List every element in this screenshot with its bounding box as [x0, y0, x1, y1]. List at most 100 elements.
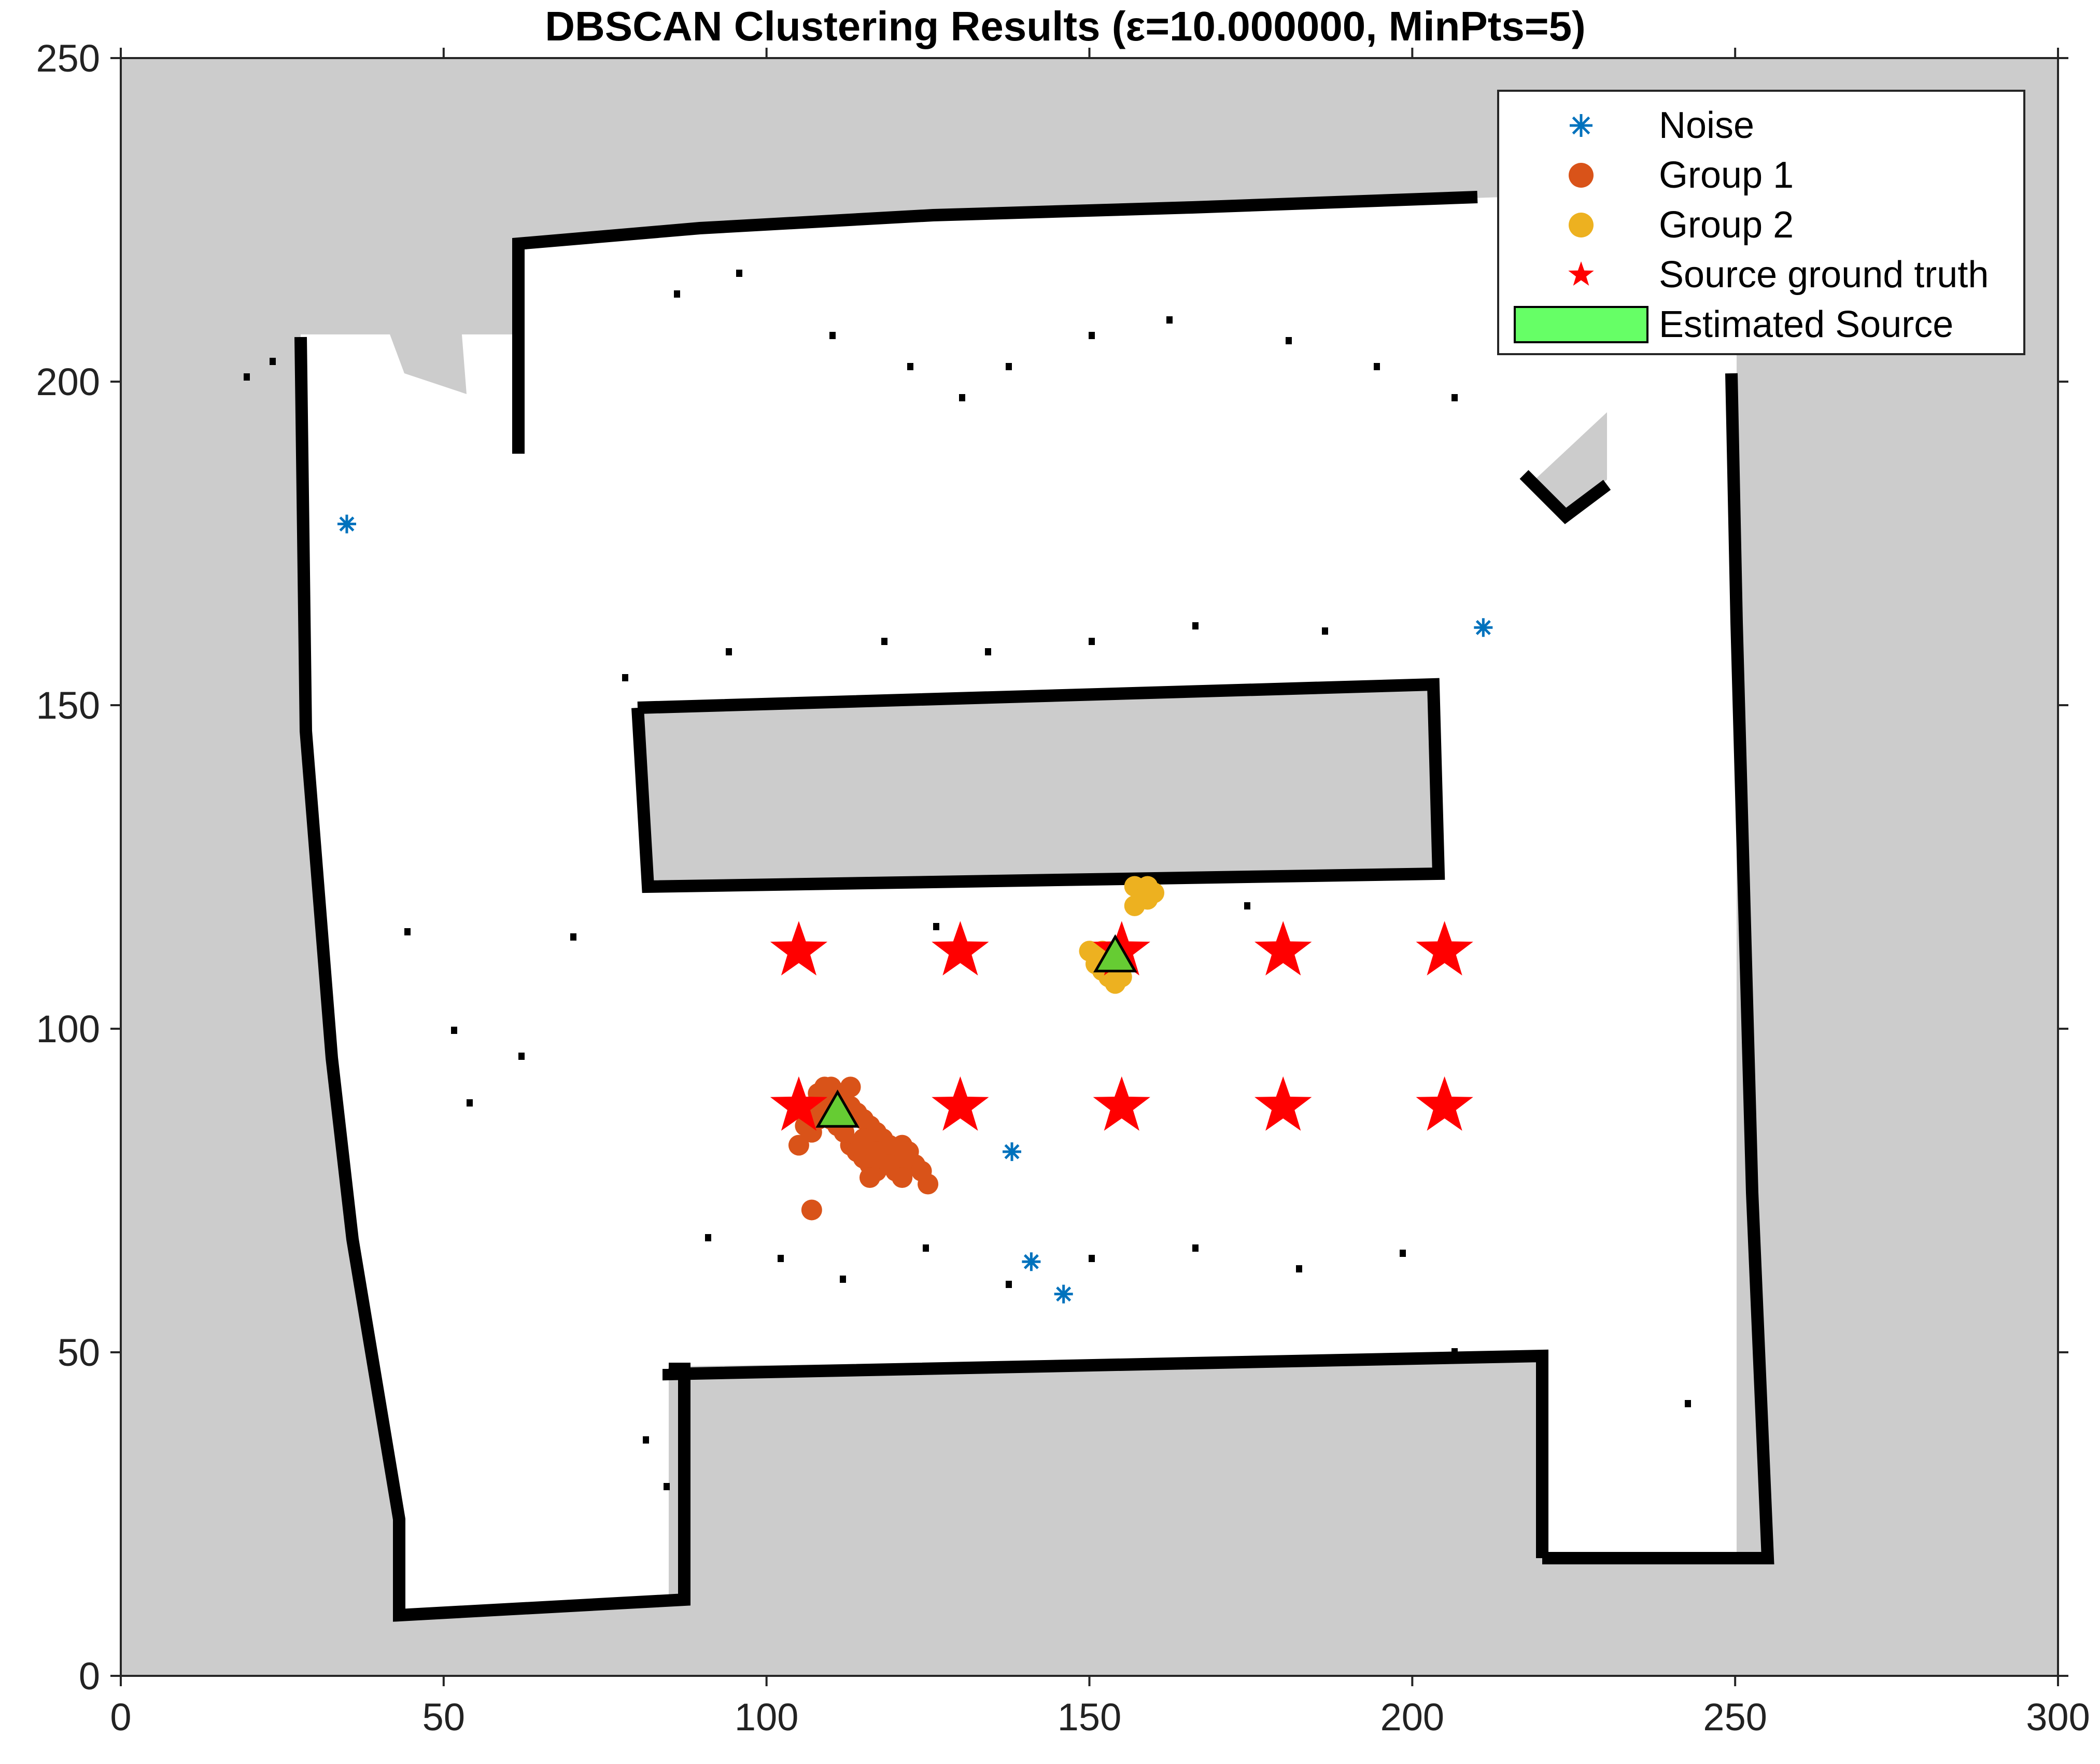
cluster-point	[898, 1141, 919, 1163]
map-speck	[518, 1053, 525, 1060]
legend-noise-icon	[1570, 114, 1592, 137]
x-tick-label: 300	[2026, 1696, 2090, 1739]
map-wall-right	[1542, 373, 1774, 1564]
estimated-source-marker	[1093, 934, 1137, 973]
source-star	[770, 1076, 828, 1131]
legend-circle-icon	[1569, 213, 1594, 237]
map-speck	[1006, 1281, 1012, 1288]
map-speck	[933, 923, 939, 930]
source-star	[1093, 1076, 1150, 1131]
source-star	[770, 921, 828, 976]
legend-label: Estimated Source	[1659, 304, 1953, 345]
source-star	[1255, 1076, 1312, 1131]
noise-point	[337, 514, 356, 534]
data-marks	[337, 514, 1493, 1304]
cluster-point	[859, 1167, 880, 1188]
map-speck	[829, 332, 836, 339]
map-speck	[643, 1436, 649, 1444]
y-tick-label: 100	[36, 1007, 100, 1051]
map-wall-diamond	[1519, 470, 1611, 524]
map-speck	[1286, 337, 1292, 344]
map-speck	[1296, 1265, 1302, 1272]
map-speck	[404, 928, 411, 935]
legend: Noise Group 1 Group 2 Source ground truth Es…	[1497, 90, 2025, 355]
legend-item: Group 2	[1569, 204, 1794, 246]
map-wall-outer	[294, 337, 690, 1622]
map-speck	[1451, 1348, 1458, 1355]
noise-point	[1474, 618, 1493, 637]
map-speck	[1089, 332, 1095, 339]
legend-label: Source ground truth	[1659, 254, 1989, 296]
x-tick-label: 50	[422, 1696, 465, 1739]
map-speck	[1374, 363, 1380, 370]
series-noise	[337, 514, 1493, 1304]
x-tick-label: 200	[1380, 1696, 1444, 1739]
cluster-point	[1137, 889, 1158, 910]
map-speck	[1685, 1400, 1691, 1407]
y-tick-label: 50	[58, 1331, 100, 1374]
map-speck	[959, 394, 965, 401]
map-speck	[570, 933, 576, 941]
cluster-point	[801, 1199, 822, 1221]
map-speck	[778, 1255, 784, 1262]
axes: 0 50 100 150 200 250 300 0 50 100 150 200 250	[36, 37, 2090, 1739]
legend-item: Noise	[1570, 105, 1754, 146]
map-gray-wedge-right	[1529, 412, 1607, 516]
map-speck	[1451, 394, 1458, 401]
map-speck	[881, 638, 887, 645]
legend-circle-icon	[1569, 163, 1594, 188]
cluster-point	[918, 1173, 939, 1195]
map-speck	[705, 1234, 711, 1241]
map-wall-top	[512, 191, 1478, 454]
y-tick-label: 150	[36, 684, 100, 727]
source-star	[932, 921, 989, 976]
map-speck	[270, 358, 276, 365]
legend-label: Noise	[1659, 105, 1754, 146]
map-speck	[1089, 1255, 1095, 1262]
legend-item: Group 1	[1569, 155, 1794, 196]
map-inner-block	[638, 687, 1433, 884]
map-speck	[622, 674, 628, 681]
noise-point	[1003, 1142, 1022, 1161]
x-tick-label: 250	[1703, 1696, 1767, 1739]
map-speck	[1400, 1250, 1406, 1257]
cluster-point	[840, 1076, 861, 1098]
x-tick-label: 0	[110, 1696, 131, 1739]
noise-point	[1022, 1252, 1041, 1271]
x-tick-label: 150	[1058, 1696, 1121, 1739]
legend-item: Estimated Source	[1514, 304, 1953, 345]
cluster-point	[866, 1141, 887, 1163]
occupancy-map	[244, 191, 1774, 1622]
map-speck	[907, 363, 913, 370]
source-star	[1416, 1076, 1473, 1131]
map-speck	[1192, 622, 1199, 629]
map-speck	[1322, 627, 1328, 635]
map-speck	[736, 270, 742, 277]
y-tick-label: 0	[79, 1655, 100, 1698]
cluster-point	[853, 1128, 874, 1150]
estimated-source-marker	[815, 1089, 860, 1128]
source-star	[932, 1076, 989, 1131]
cluster-point	[879, 1154, 900, 1175]
map-speck	[985, 648, 991, 655]
map-speck	[923, 1244, 929, 1252]
map-speck	[840, 1276, 846, 1283]
map-speck	[451, 1027, 457, 1034]
map-free-space	[301, 192, 1737, 1615]
map-speck	[467, 1099, 473, 1107]
chart-title: DBSCAN Clustering Results (ε=10.000000, …	[545, 3, 1586, 49]
map-speck	[244, 373, 250, 381]
legend-star-icon	[1568, 261, 1594, 286]
map-speck	[664, 1483, 670, 1490]
source-star	[1416, 921, 1473, 976]
legend-label: Group 1	[1659, 155, 1794, 196]
map-speck	[1244, 902, 1250, 909]
y-tick-label: 250	[36, 37, 100, 80]
legend-patch-icon	[1514, 306, 1648, 343]
legend-label: Group 2	[1659, 204, 1794, 246]
legend-item: Source ground truth	[1568, 254, 1989, 296]
map-speck	[674, 290, 680, 298]
map-speck	[1006, 363, 1012, 370]
series-estimated-source	[815, 934, 1137, 1128]
